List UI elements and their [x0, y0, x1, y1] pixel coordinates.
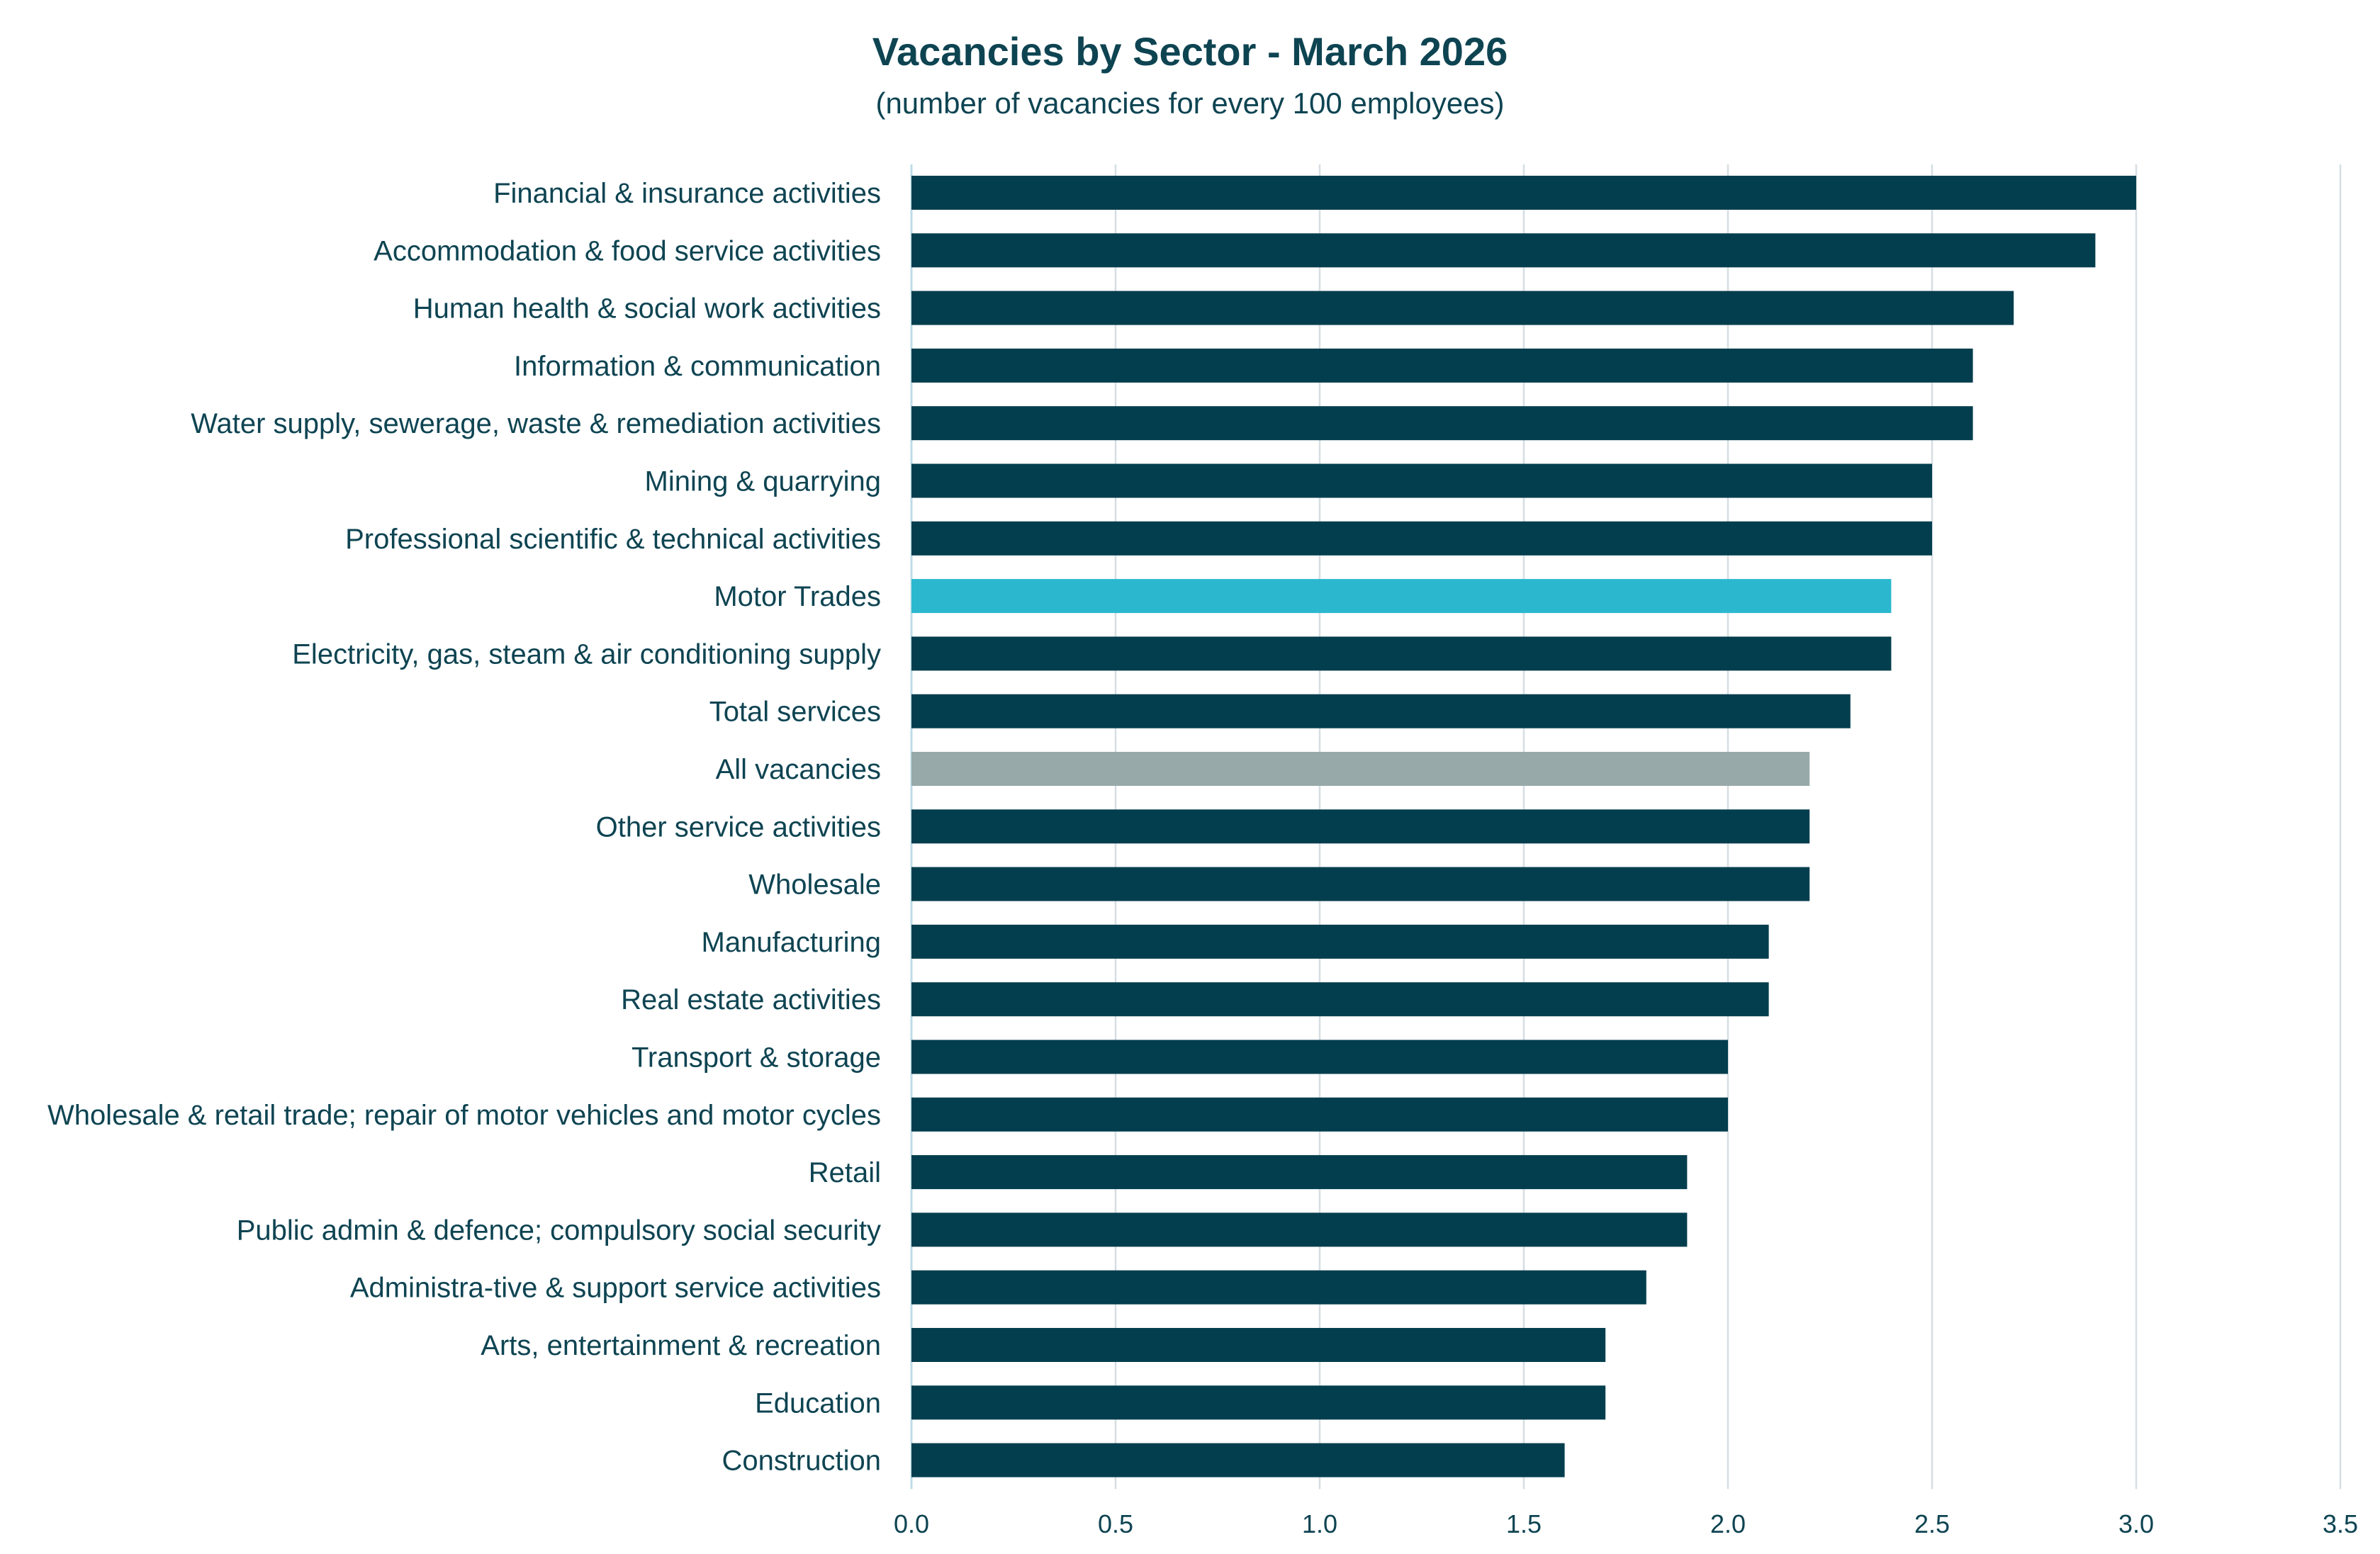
category-label: Public admin & defence; compulsory socia…: [237, 1215, 881, 1246]
x-axis-tick-labels: 0.0 0.5 1.0 1.5 2.0 2.5 3.0 3.5: [894, 1509, 2358, 1538]
bar: [911, 463, 1932, 498]
bar: [911, 521, 1932, 556]
bar: [911, 809, 1810, 844]
x-tick-label: 0.5: [1098, 1509, 1133, 1538]
bar: [911, 1328, 1606, 1362]
bar: [911, 867, 1810, 901]
category-label: Professional scientific & technical acti…: [345, 524, 881, 555]
bar: [911, 694, 1851, 728]
category-label: Retail: [809, 1157, 881, 1188]
category-label: All vacancies: [716, 754, 881, 785]
category-label: Transport & storage: [632, 1042, 881, 1074]
bar: [911, 291, 2014, 325]
bar: [911, 1443, 1565, 1477]
category-label: Administra-tive & support service activi…: [350, 1273, 881, 1304]
bars: [911, 176, 2136, 1477]
x-tick-label: 2.5: [1914, 1509, 1950, 1538]
bar: [911, 406, 1973, 441]
chart-title: Vacancies by Sector - March 2026: [872, 29, 1508, 74]
bar: [911, 1155, 1688, 1190]
x-tick-label: 1.0: [1302, 1509, 1337, 1538]
category-label: Human health & social work activities: [413, 293, 881, 325]
bar: [911, 1385, 1606, 1420]
x-tick-label: 2.0: [1710, 1509, 1746, 1538]
category-label: Real estate activities: [621, 984, 881, 1015]
category-label: Wholesale: [748, 869, 881, 901]
x-tick-label: 3.0: [2118, 1509, 2154, 1538]
category-label: Total services: [709, 697, 881, 728]
bar: [911, 752, 1810, 786]
category-label: Mining & quarrying: [645, 466, 882, 497]
category-label: Construction: [722, 1446, 881, 1477]
bar: [911, 1097, 1728, 1132]
bar: [911, 982, 1769, 1017]
category-label: Information & communication: [514, 351, 881, 382]
x-tick-label: 0.0: [894, 1509, 929, 1538]
x-tick-label: 3.5: [2323, 1509, 2358, 1538]
bar: [911, 636, 1892, 671]
category-label: Education: [755, 1387, 881, 1419]
chart-subtitle: (number of vacancies for every 100 emplo…: [875, 86, 1504, 120]
bar: [911, 1212, 1688, 1247]
category-label: Wholesale & retail trade; repair of moto…: [47, 1100, 881, 1131]
bar: [911, 233, 2096, 268]
x-tick-label: 1.5: [1506, 1509, 1542, 1538]
category-labels: Financial & insurance activities Accommod…: [47, 178, 881, 1477]
category-label: Water supply, sewerage, waste & remediat…: [191, 408, 881, 439]
category-label: Other service activities: [596, 811, 881, 843]
category-label: Arts, entertainment & recreation: [481, 1330, 881, 1361]
bar: [911, 348, 1973, 383]
category-label: Electricity, gas, steam & air conditioni…: [292, 638, 881, 670]
category-label: Financial & insurance activities: [493, 178, 881, 209]
bar: [911, 579, 1892, 614]
category-label: Accommodation & food service activities: [374, 235, 881, 266]
category-label: Motor Trades: [714, 581, 881, 612]
bar: [911, 1040, 1728, 1074]
category-label: Manufacturing: [702, 927, 881, 958]
bar: [911, 176, 2136, 210]
bar: [911, 1270, 1646, 1305]
bar: [911, 924, 1769, 959]
